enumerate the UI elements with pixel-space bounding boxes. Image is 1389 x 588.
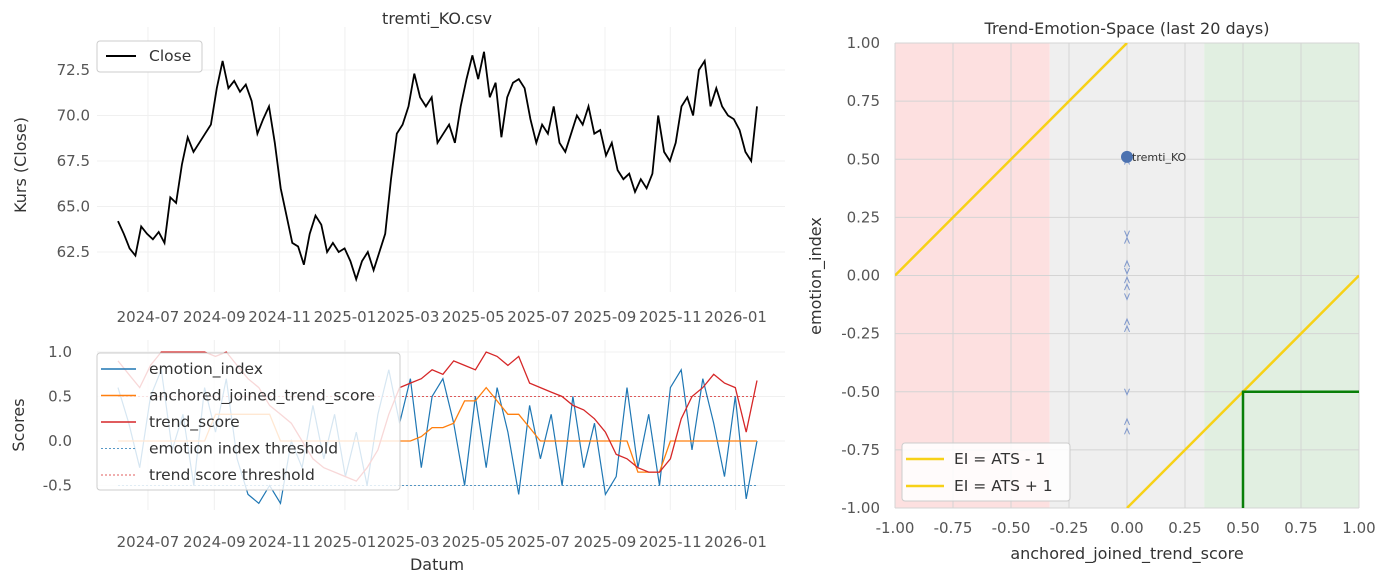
trail-arrow	[1124, 426, 1130, 435]
y-tick-label: 70.0	[57, 107, 90, 125]
y-tick-label: 1.0	[48, 343, 72, 361]
x-axis-label: anchored_joined_trend_score	[1010, 544, 1243, 564]
x-tick-label: 2025-01	[314, 533, 377, 551]
x-tick-label: 2024-09	[183, 533, 246, 551]
y-tick-label: 0.00	[847, 267, 880, 285]
x-tick-label: -1.00	[876, 519, 915, 537]
x-tick-label: 2025-11	[639, 533, 702, 551]
x-tick-label: 2025-05	[442, 308, 505, 326]
x-tick-label: 2025-05	[442, 533, 505, 551]
x-tick-label: 0.50	[1226, 519, 1259, 537]
x-tick-label: 2025-03	[377, 308, 440, 326]
close-price-chart: tremti_KO.csv Kurs (Close) 2024-07 2024-0…	[11, 9, 785, 326]
x-axis-label: Datum	[410, 555, 464, 574]
x-tick-label: 0.75	[1284, 519, 1317, 537]
chart-title: tremti_KO.csv	[382, 9, 492, 29]
y-tick-label: 0.75	[847, 92, 880, 110]
legend-label: trend score threshold	[149, 466, 315, 484]
legend-label: emotion_index	[149, 360, 263, 379]
y-tick-label: 72.5	[57, 61, 90, 79]
trail-arrow	[1124, 275, 1130, 284]
x-tick-label: 2026-01	[704, 308, 767, 326]
legend-label: EI = ATS + 1	[954, 477, 1053, 495]
chart-title: Trend-Emotion-Space (last 20 days)	[984, 19, 1270, 38]
trail-arrow	[1124, 259, 1130, 268]
x-tick-label: 2024-09	[183, 308, 246, 326]
x-tick-label: -0.50	[992, 519, 1031, 537]
x-tick-label: -0.75	[934, 519, 973, 537]
legend-label-close: Close	[149, 47, 191, 65]
trail-arrow	[1124, 282, 1130, 291]
y-tick-label: 67.5	[57, 152, 90, 170]
y-tick-label: 0.50	[847, 150, 880, 168]
trend-emotion-space-chart: Trend-Emotion-Space (last 20 days) ancho…	[806, 19, 1376, 564]
x-tick-label: 2025-09	[574, 308, 637, 326]
x-tick-label: 2025-03	[377, 533, 440, 551]
plot-lines	[895, 43, 1359, 508]
x-tick-label: 2025-01	[314, 308, 377, 326]
y-tick-label: 65.0	[57, 198, 90, 216]
ei-ats-plus-1-line	[895, 43, 1128, 277]
trail-arrow	[1124, 388, 1130, 397]
trail-arrow	[1124, 324, 1130, 333]
trail-arrow	[1124, 293, 1130, 301]
x-tick-label: 0.25	[1168, 519, 1201, 537]
y-tick-label: 0.25	[847, 208, 880, 226]
trail-arrow	[1124, 267, 1130, 276]
legend-label: EI = ATS - 1	[954, 450, 1045, 468]
close-line	[117, 51, 758, 283]
y-tick-label: -0.75	[841, 441, 880, 459]
trail-arrow	[1124, 236, 1130, 244]
x-tick-label: 2025-09	[574, 533, 637, 551]
point-label: tremti_KO	[1132, 151, 1187, 164]
trail-arrow	[1124, 317, 1130, 326]
y-axis-label: Scores	[9, 398, 28, 451]
x-tick-label: 0.00	[1110, 519, 1143, 537]
x-tick-label: 2025-11	[639, 308, 702, 326]
x-tick-label: 2025-07	[507, 308, 570, 326]
x-tick-label: 2024-07	[117, 308, 180, 326]
x-tick-label: 2025-07	[507, 533, 570, 551]
x-tick-label: -0.25	[1050, 519, 1089, 537]
target-zone-line	[1241, 390, 1359, 508]
legend-box	[96, 40, 203, 73]
legend-label: anchored_joined_trend_score	[149, 387, 375, 406]
y-axis-label: emotion_index	[806, 217, 826, 335]
y-tick-label: 62.5	[57, 243, 90, 261]
x-tick-label: 2024-11	[248, 308, 311, 326]
x-tick-label: 1.00	[1342, 519, 1375, 537]
y-tick-label: 0.5	[48, 388, 72, 406]
y-tick-label: 1.00	[847, 34, 880, 52]
y-tick-label: -0.5	[43, 477, 72, 495]
legend-label: trend_score	[149, 413, 240, 432]
y-tick-label: -0.25	[841, 325, 880, 343]
legend-box	[96, 352, 401, 491]
scores-chart: Datum Scores 2024-07 2024-09 2024-11 2025-0…	[9, 340, 785, 574]
data-point	[1121, 150, 1133, 163]
trail-arrow	[1124, 417, 1130, 426]
legend-label: emotion index threshold	[149, 440, 338, 458]
x-tick-label: 2024-07	[117, 533, 180, 551]
x-tick-label: 2024-11	[248, 533, 311, 551]
y-tick-label: 0.0	[48, 432, 72, 450]
y-tick-label: -1.00	[841, 499, 880, 517]
y-axis-label: Kurs (Close)	[11, 117, 30, 213]
y-tick-label: -0.50	[841, 383, 880, 401]
x-tick-label: 2026-01	[704, 533, 767, 551]
